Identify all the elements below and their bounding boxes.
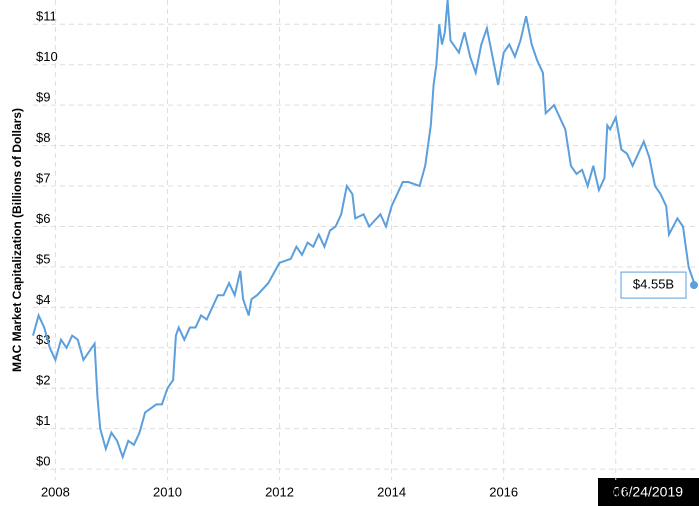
line (32, 0, 698, 461)
x-tick-label: 2018 (601, 484, 630, 499)
end-point (690, 281, 698, 290)
y-tick-label: $5 (36, 251, 50, 266)
y-tick-label: $7 (36, 170, 50, 185)
y-tick-label: $10 (36, 49, 58, 64)
y-tick-label: $8 (36, 130, 50, 145)
y-tick-label: $6 (36, 211, 50, 226)
y-tick-label: $2 (36, 373, 50, 388)
y-tick-label: $11 (36, 9, 57, 24)
x-tick-label: 2016 (489, 484, 518, 499)
x-tick-label: 2008 (41, 484, 70, 499)
date-label: 06/24/2019 (613, 484, 683, 500)
y-tick-label: $0 (36, 454, 50, 469)
date-box (598, 478, 699, 506)
y-tick-label: $9 (36, 90, 50, 105)
x-tick-label: 2012 (265, 484, 294, 499)
y-axis-label: MAC Market Capitalization (Billions of D… (10, 108, 24, 372)
y-tick-label: $1 (36, 413, 50, 428)
x-tick-label: 2010 (153, 484, 182, 499)
y-tick-label: $4 (36, 292, 50, 307)
annotation: $4.55B (633, 277, 674, 292)
annotation-box (620, 271, 687, 299)
x-tick-label: 2014 (377, 484, 406, 499)
